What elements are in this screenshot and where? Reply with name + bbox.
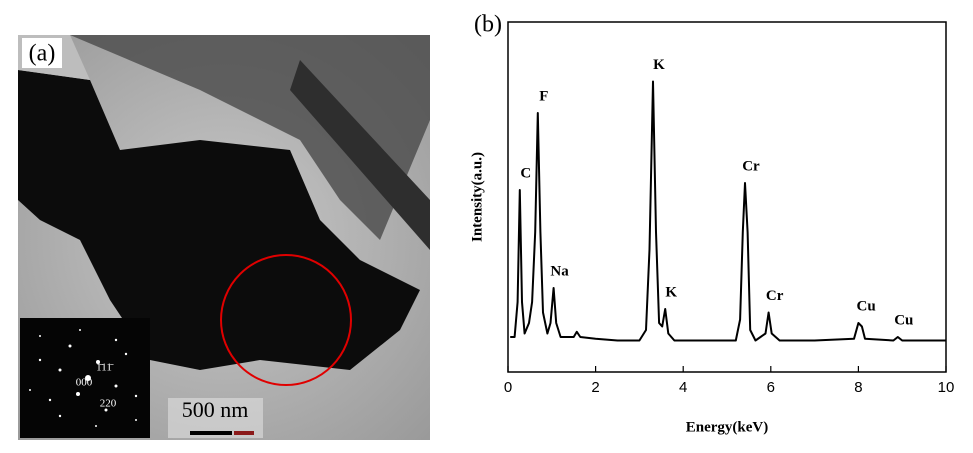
panel-label: (a) — [29, 41, 56, 67]
plot-frame — [507, 21, 947, 373]
selected-area-circle — [220, 254, 352, 386]
peak-label: Na — [550, 263, 569, 279]
peak-label: K — [665, 284, 677, 300]
rods — [70, 35, 430, 240]
scale-bar-label: 500 nm — [182, 397, 249, 422]
peak-label: Cu — [857, 298, 876, 314]
x-tick-label: 10 — [938, 379, 955, 396]
x-tick-label: 8 — [854, 379, 862, 396]
peak-label: Cr — [766, 288, 784, 304]
inset-label: 000 — [76, 377, 93, 389]
inset-label: 220 — [100, 398, 117, 410]
peak-label: K — [653, 57, 665, 73]
particle — [18, 70, 420, 370]
scale-bar — [190, 431, 232, 435]
tem-image: (a) 1̄11̄ 000 220 500 nm — [18, 35, 430, 440]
peak-label: C — [520, 165, 531, 181]
diffraction-spots — [29, 329, 138, 427]
inset-label: 1̄11̄ — [96, 362, 114, 374]
spectrum-line — [510, 80, 946, 342]
rod — [290, 60, 430, 250]
peak-label: F — [539, 88, 548, 104]
x-tick-label: 2 — [591, 379, 599, 396]
y-axis-label: Intensity(a.u.) — [469, 152, 485, 242]
peak-label: Cu — [894, 312, 913, 328]
x-tick-label: 0 — [504, 379, 512, 396]
label-box — [22, 38, 62, 68]
x-tick-label: 6 — [767, 379, 775, 396]
x-tick-label: 4 — [679, 379, 687, 396]
eds-chart: (b) Energy(keV) Intensity(a.u.) 0 2 4 6 8 10 C… — [469, 12, 954, 436]
scale-bar-end — [234, 431, 254, 435]
x-axis-label: Energy(keV) — [686, 419, 769, 435]
peak-label: Cr — [742, 158, 760, 174]
panel-label: (b) — [474, 12, 502, 38]
